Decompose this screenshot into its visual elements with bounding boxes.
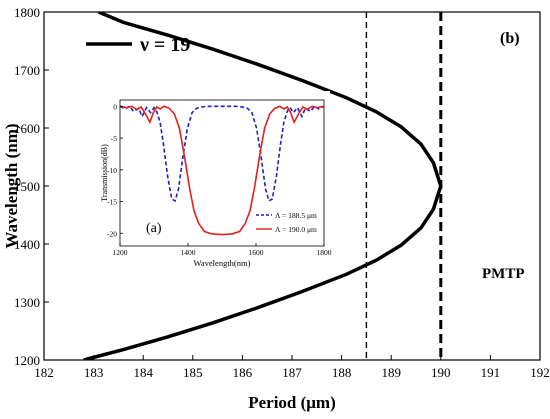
- y-tick-label: 1500: [14, 179, 40, 194]
- inset-series-line: [119, 105, 325, 236]
- x-tick-label: 188: [332, 365, 352, 380]
- inset-y-tick-label: -10: [107, 166, 117, 175]
- pmtp-annotation: PMTP: [482, 266, 525, 282]
- y-tick-label: 1300: [14, 295, 40, 310]
- inset-x-tick-label: 1800: [317, 248, 332, 257]
- panel-label-a: (a): [146, 221, 162, 236]
- inset-y-tick-label: 0: [113, 102, 117, 111]
- x-tick-label: 189: [381, 365, 401, 380]
- panel-label-b: (b): [500, 30, 520, 47]
- y-tick-label: 1800: [14, 5, 40, 20]
- x-tick-label: 184: [133, 365, 153, 380]
- inset-x-axis-title: Wavelength(nm): [194, 258, 251, 268]
- inset-background: [103, 91, 330, 271]
- x-tick-label: 191: [481, 365, 501, 380]
- y-tick-label: 1700: [14, 63, 40, 78]
- y-tick-label: 1200: [14, 353, 40, 368]
- inset-y-tick-label: -15: [107, 198, 117, 207]
- main-plot: 182 183 184 185 186 187 188 189 190 191 192 1200 130…: [2, 5, 550, 412]
- inset-frame: [119, 99, 325, 247]
- y-axis-title: Wavelength (nm): [2, 123, 21, 248]
- inset-x-tick-label: 1400: [181, 248, 196, 257]
- x-tick-label: 186: [233, 365, 253, 380]
- y-tick-label: 1400: [14, 237, 40, 252]
- inset-x-tick-label: 1200: [113, 248, 128, 257]
- x-tick-label: 192: [530, 365, 550, 380]
- x-tick-label: 187: [282, 365, 302, 380]
- inset-y-axis-title: Transmission(dB): [100, 144, 109, 202]
- x-axis-title: Period (μm): [248, 393, 336, 412]
- inset-y-tick-label: -5: [111, 134, 117, 143]
- inset-plot: 1200 1400 1600 1800 0 -5 -10 -15 -20 Wavelength(n…: [100, 91, 332, 271]
- inset-series-line: [119, 105, 325, 203]
- x-tick-label: 185: [183, 365, 203, 380]
- legend-label: ν = 19: [139, 34, 190, 56]
- x-tick-label: 183: [84, 365, 104, 380]
- series-line: [83, 12, 443, 360]
- x-tick-label: 182: [34, 365, 54, 380]
- y-tick-label: 1600: [14, 121, 40, 136]
- inset-legend-label: Λ = 190.0 μm: [275, 225, 317, 234]
- inset-y-tick-label: -20: [107, 229, 117, 238]
- x-tick-label: 190: [431, 365, 451, 380]
- inset-x-tick-label: 1600: [249, 248, 264, 257]
- inset-legend-label: Λ = 188.5 μm: [275, 211, 317, 220]
